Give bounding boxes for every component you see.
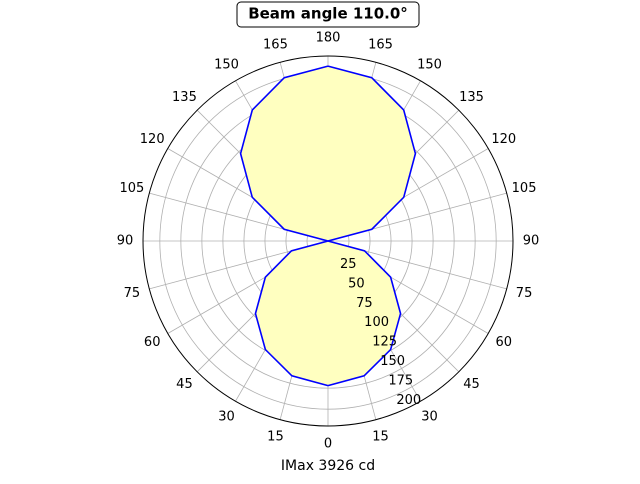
theta-tick-label: 60 (144, 335, 161, 350)
theta-tick-label: 75 (516, 286, 533, 301)
theta-tick-label: 180 (316, 31, 341, 46)
theta-tick-label: 150 (214, 58, 239, 73)
curve (239, 65, 332, 387)
theta-tick-label: 150 (417, 58, 442, 73)
r-tick-label: 125 (372, 335, 397, 350)
title-box (236, 1, 420, 28)
r-tick-label: 150 (380, 354, 405, 369)
theta-tick-label: 135 (172, 90, 197, 105)
polar-frame (142, 55, 514, 427)
theta-tick-label: 30 (421, 409, 438, 424)
theta-tick-label: 15 (372, 430, 389, 445)
r-tick-label: 175 (388, 373, 413, 388)
r-tick-label: 75 (356, 296, 373, 311)
theta-tick-label: 105 (120, 181, 145, 196)
theta-tick-label: 60 (496, 335, 513, 350)
r-tick-label: 100 (364, 315, 389, 330)
r-tick-label: 50 (348, 276, 365, 291)
theta-tick-label: 165 (368, 37, 393, 52)
theta-tick-label: 15 (267, 430, 284, 445)
theta-tick-label: 105 (512, 181, 537, 196)
theta-tick-label: 165 (263, 37, 288, 52)
theta-tick-label: 75 (124, 286, 141, 301)
r-tick-label: 25 (340, 257, 357, 272)
lobe-fill (328, 66, 416, 386)
theta-tick-label: 45 (176, 377, 193, 392)
chart-title: Beam angle 110.0° (248, 5, 408, 23)
theta-tick-label: 120 (491, 132, 516, 147)
theta-tick-label: 30 (218, 409, 235, 424)
theta-tick-label: 135 (459, 90, 484, 105)
x-axis-label: IMax 3926 cd (281, 458, 375, 474)
r-tick-label: 200 (396, 393, 421, 408)
theta-tick-label: 90 (523, 234, 540, 249)
lobe-fill (240, 66, 328, 386)
theta-tick-label: 90 (117, 234, 134, 249)
theta-tick-label: 0 (324, 437, 332, 452)
theta-tick-label: 120 (140, 132, 165, 147)
theta-tick-label: 45 (463, 377, 480, 392)
